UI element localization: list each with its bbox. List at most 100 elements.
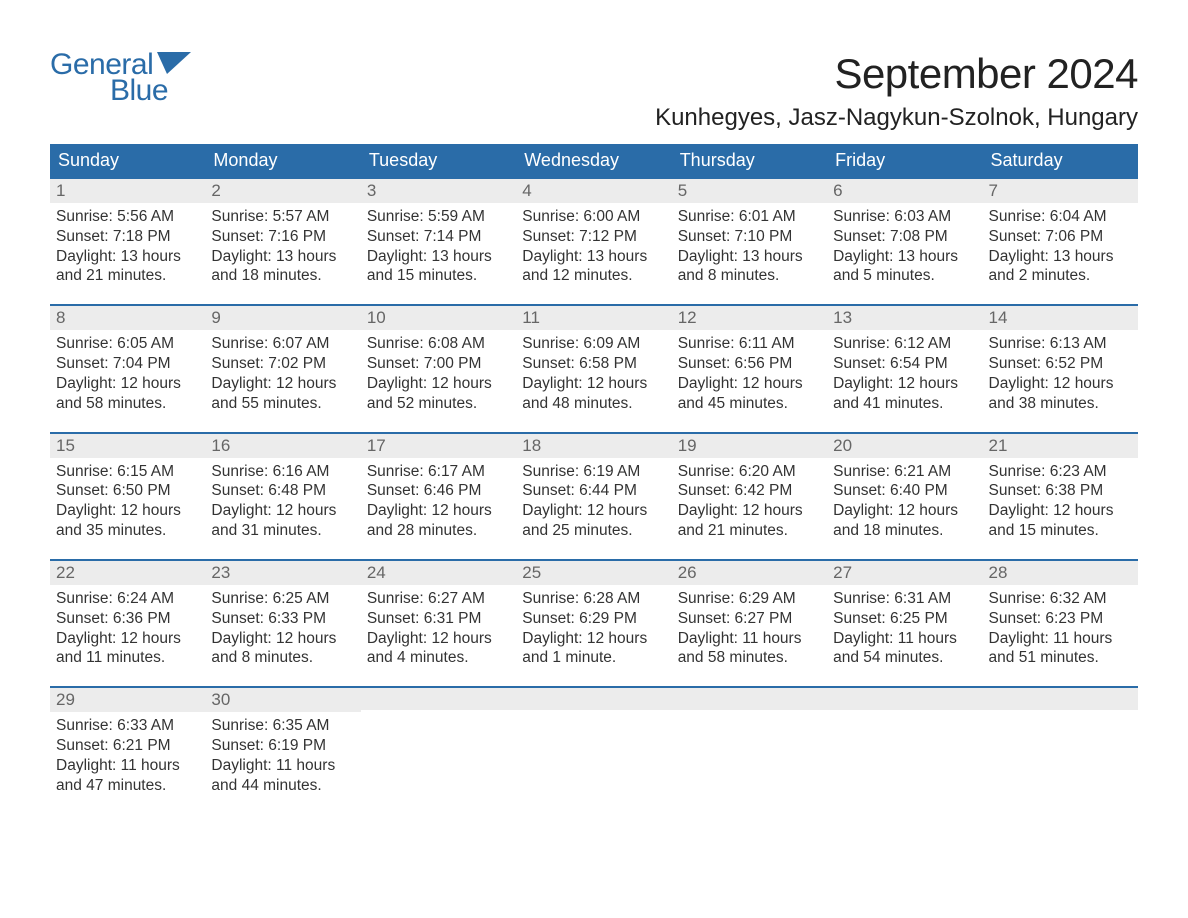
- day-daylight2: and 54 minutes.: [833, 648, 976, 668]
- day-body: Sunrise: 6:21 AMSunset: 6:40 PMDaylight:…: [827, 458, 982, 545]
- day-cell: 9Sunrise: 6:07 AMSunset: 7:02 PMDaylight…: [205, 306, 360, 417]
- day-body: Sunrise: 6:24 AMSunset: 6:36 PMDaylight:…: [50, 585, 205, 672]
- day-sunrise: Sunrise: 6:24 AM: [56, 589, 199, 609]
- day-daylight1: Daylight: 12 hours: [522, 501, 665, 521]
- day-body: Sunrise: 5:57 AMSunset: 7:16 PMDaylight:…: [205, 203, 360, 290]
- week-row: 1Sunrise: 5:56 AMSunset: 7:18 PMDaylight…: [50, 177, 1138, 290]
- day-body: Sunrise: 6:28 AMSunset: 6:29 PMDaylight:…: [516, 585, 671, 672]
- location-subtitle: Kunhegyes, Jasz-Nagykun-Szolnok, Hungary: [655, 104, 1138, 132]
- day-number: 10: [361, 306, 516, 330]
- day-daylight1: Daylight: 12 hours: [367, 501, 510, 521]
- day-daylight2: and 8 minutes.: [211, 648, 354, 668]
- week-row: 8Sunrise: 6:05 AMSunset: 7:04 PMDaylight…: [50, 304, 1138, 417]
- day-daylight1: Daylight: 13 hours: [989, 247, 1132, 267]
- weeks-container: 1Sunrise: 5:56 AMSunset: 7:18 PMDaylight…: [50, 177, 1138, 800]
- day-cell: 26Sunrise: 6:29 AMSunset: 6:27 PMDayligh…: [672, 561, 827, 672]
- day-daylight1: Daylight: 12 hours: [678, 374, 821, 394]
- week-row: 29Sunrise: 6:33 AMSunset: 6:21 PMDayligh…: [50, 686, 1138, 799]
- day-sunset: Sunset: 6:56 PM: [678, 354, 821, 374]
- day-number: 12: [672, 306, 827, 330]
- day-sunset: Sunset: 6:25 PM: [833, 609, 976, 629]
- day-body: Sunrise: 6:08 AMSunset: 7:00 PMDaylight:…: [361, 330, 516, 417]
- day-cell: 3Sunrise: 5:59 AMSunset: 7:14 PMDaylight…: [361, 179, 516, 290]
- day-sunset: Sunset: 7:04 PM: [56, 354, 199, 374]
- day-sunset: Sunset: 6:46 PM: [367, 481, 510, 501]
- day-sunset: Sunset: 6:54 PM: [833, 354, 976, 374]
- day-sunrise: Sunrise: 6:32 AM: [989, 589, 1132, 609]
- day-sunrise: Sunrise: 6:21 AM: [833, 462, 976, 482]
- day-daylight1: Daylight: 12 hours: [678, 501, 821, 521]
- day-body: Sunrise: 6:09 AMSunset: 6:58 PMDaylight:…: [516, 330, 671, 417]
- day-sunset: Sunset: 7:06 PM: [989, 227, 1132, 247]
- day-daylight2: and 15 minutes.: [989, 521, 1132, 541]
- day-daylight2: and 5 minutes.: [833, 266, 976, 286]
- day-cell: 6Sunrise: 6:03 AMSunset: 7:08 PMDaylight…: [827, 179, 982, 290]
- day-number: [672, 688, 827, 710]
- day-sunset: Sunset: 6:27 PM: [678, 609, 821, 629]
- day-body: [672, 710, 827, 718]
- weekday-header: Friday: [827, 144, 982, 177]
- day-daylight2: and 21 minutes.: [678, 521, 821, 541]
- day-cell: 27Sunrise: 6:31 AMSunset: 6:25 PMDayligh…: [827, 561, 982, 672]
- day-daylight2: and 51 minutes.: [989, 648, 1132, 668]
- day-number: 9: [205, 306, 360, 330]
- day-daylight2: and 58 minutes.: [56, 394, 199, 414]
- day-daylight1: Daylight: 11 hours: [833, 629, 976, 649]
- day-body: Sunrise: 6:33 AMSunset: 6:21 PMDaylight:…: [50, 712, 205, 799]
- day-sunset: Sunset: 7:00 PM: [367, 354, 510, 374]
- day-body: Sunrise: 6:07 AMSunset: 7:02 PMDaylight:…: [205, 330, 360, 417]
- day-daylight1: Daylight: 13 hours: [522, 247, 665, 267]
- day-cell: 20Sunrise: 6:21 AMSunset: 6:40 PMDayligh…: [827, 434, 982, 545]
- day-cell: 25Sunrise: 6:28 AMSunset: 6:29 PMDayligh…: [516, 561, 671, 672]
- day-daylight2: and 58 minutes.: [678, 648, 821, 668]
- day-cell: 19Sunrise: 6:20 AMSunset: 6:42 PMDayligh…: [672, 434, 827, 545]
- day-sunset: Sunset: 6:23 PM: [989, 609, 1132, 629]
- day-cell: 12Sunrise: 6:11 AMSunset: 6:56 PMDayligh…: [672, 306, 827, 417]
- day-sunset: Sunset: 6:44 PM: [522, 481, 665, 501]
- day-number: 8: [50, 306, 205, 330]
- day-daylight2: and 11 minutes.: [56, 648, 199, 668]
- day-sunset: Sunset: 6:48 PM: [211, 481, 354, 501]
- day-daylight1: Daylight: 12 hours: [56, 629, 199, 649]
- day-body: Sunrise: 6:29 AMSunset: 6:27 PMDaylight:…: [672, 585, 827, 672]
- day-sunset: Sunset: 7:16 PM: [211, 227, 354, 247]
- day-daylight2: and 28 minutes.: [367, 521, 510, 541]
- day-sunrise: Sunrise: 6:16 AM: [211, 462, 354, 482]
- day-sunrise: Sunrise: 6:27 AM: [367, 589, 510, 609]
- day-daylight1: Daylight: 12 hours: [522, 374, 665, 394]
- calendar: Sunday Monday Tuesday Wednesday Thursday…: [50, 144, 1138, 800]
- day-sunrise: Sunrise: 6:19 AM: [522, 462, 665, 482]
- day-sunset: Sunset: 6:42 PM: [678, 481, 821, 501]
- day-number: 2: [205, 179, 360, 203]
- day-daylight2: and 41 minutes.: [833, 394, 976, 414]
- day-daylight1: Daylight: 13 hours: [678, 247, 821, 267]
- day-daylight1: Daylight: 12 hours: [211, 501, 354, 521]
- day-body: Sunrise: 6:20 AMSunset: 6:42 PMDaylight:…: [672, 458, 827, 545]
- day-daylight1: Daylight: 12 hours: [833, 501, 976, 521]
- page-header: General Blue September 2024 Kunhegyes, J…: [50, 50, 1138, 132]
- day-cell: 22Sunrise: 6:24 AMSunset: 6:36 PMDayligh…: [50, 561, 205, 672]
- day-daylight1: Daylight: 11 hours: [56, 756, 199, 776]
- day-sunset: Sunset: 6:33 PM: [211, 609, 354, 629]
- day-number: [361, 688, 516, 710]
- day-cell: 2Sunrise: 5:57 AMSunset: 7:16 PMDaylight…: [205, 179, 360, 290]
- day-body: [361, 710, 516, 718]
- day-number: 11: [516, 306, 671, 330]
- day-body: Sunrise: 6:27 AMSunset: 6:31 PMDaylight:…: [361, 585, 516, 672]
- day-daylight1: Daylight: 12 hours: [522, 629, 665, 649]
- day-daylight1: Daylight: 13 hours: [833, 247, 976, 267]
- day-daylight2: and 12 minutes.: [522, 266, 665, 286]
- day-daylight1: Daylight: 12 hours: [989, 501, 1132, 521]
- day-daylight2: and 21 minutes.: [56, 266, 199, 286]
- day-sunrise: Sunrise: 6:13 AM: [989, 334, 1132, 354]
- day-sunrise: Sunrise: 6:25 AM: [211, 589, 354, 609]
- logo-text-blue: Blue: [110, 76, 191, 106]
- day-sunset: Sunset: 6:38 PM: [989, 481, 1132, 501]
- weekday-header: Sunday: [50, 144, 205, 177]
- day-sunset: Sunset: 7:02 PM: [211, 354, 354, 374]
- day-number: 13: [827, 306, 982, 330]
- day-number: [516, 688, 671, 710]
- day-body: Sunrise: 6:15 AMSunset: 6:50 PMDaylight:…: [50, 458, 205, 545]
- day-sunset: Sunset: 6:29 PM: [522, 609, 665, 629]
- day-daylight2: and 48 minutes.: [522, 394, 665, 414]
